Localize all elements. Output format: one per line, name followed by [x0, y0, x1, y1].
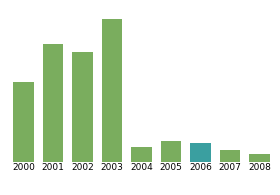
Bar [72, 51, 93, 162]
Bar [13, 82, 34, 162]
Bar [102, 19, 122, 162]
Bar [220, 150, 240, 162]
Bar [249, 154, 270, 162]
Bar [131, 147, 152, 162]
Bar [43, 44, 63, 162]
Bar [161, 141, 181, 162]
Bar [190, 143, 211, 162]
